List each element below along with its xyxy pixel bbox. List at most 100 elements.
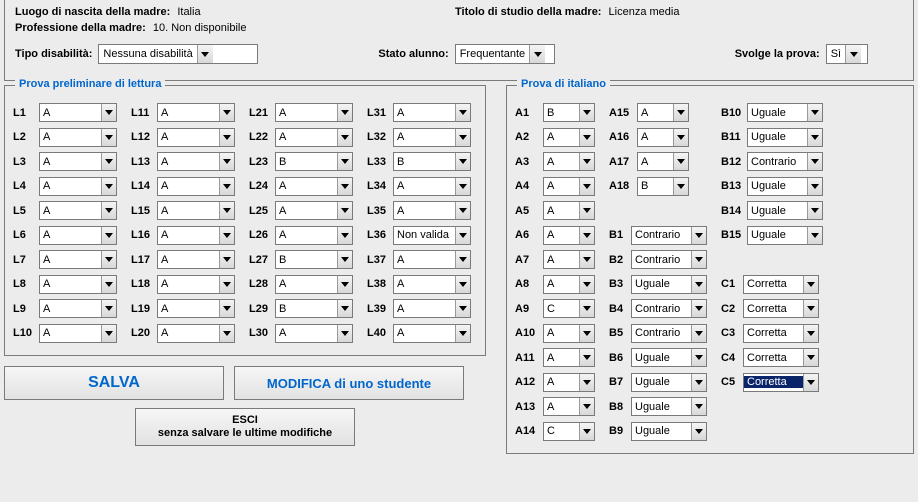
answer-select[interactable]: A: [543, 348, 595, 367]
answer-select[interactable]: A: [39, 226, 117, 245]
answer-select[interactable]: Uguale: [747, 103, 823, 122]
answer-select[interactable]: A: [637, 152, 689, 171]
answer-select[interactable]: A: [543, 275, 595, 294]
answer-label: L24: [249, 180, 275, 192]
chevron-down-icon: [691, 227, 706, 244]
answer-select[interactable]: A: [543, 324, 595, 343]
answer-select[interactable]: A: [543, 177, 595, 196]
answer-select[interactable]: Corretta: [743, 348, 819, 367]
answer-select[interactable]: Uguale: [631, 397, 707, 416]
answer-select[interactable]: A: [543, 128, 595, 147]
answer-select[interactable]: A: [39, 250, 117, 269]
answer-select[interactable]: A: [393, 275, 471, 294]
answer-select[interactable]: A: [39, 299, 117, 318]
answer-select[interactable]: Contrario: [747, 152, 823, 171]
answer-select[interactable]: A: [393, 103, 471, 122]
answer-select[interactable]: Contrario: [631, 250, 707, 269]
answer-select[interactable]: A: [157, 250, 235, 269]
answer-select[interactable]: Uguale: [747, 226, 823, 245]
answer-select[interactable]: A: [157, 177, 235, 196]
answer-select[interactable]: A: [39, 128, 117, 147]
answer-label: L23: [249, 156, 275, 168]
answer-select[interactable]: Corretta: [743, 373, 819, 392]
answer-cell: A7A: [515, 249, 595, 270]
answer-select[interactable]: A: [157, 275, 235, 294]
answer-select[interactable]: B: [275, 299, 353, 318]
answer-select[interactable]: A: [157, 201, 235, 220]
answer-select[interactable]: A: [157, 152, 235, 171]
answer-select[interactable]: B: [275, 250, 353, 269]
answer-select[interactable]: Uguale: [631, 348, 707, 367]
answer-select[interactable]: A: [39, 275, 117, 294]
answer-select[interactable]: A: [543, 397, 595, 416]
answer-label: L38: [367, 278, 393, 290]
answer-select[interactable]: A: [157, 103, 235, 122]
chevron-down-icon: [219, 300, 234, 317]
test-select[interactable]: Sì: [826, 44, 868, 64]
save-button[interactable]: SALVA: [4, 366, 224, 400]
answer-select[interactable]: Contrario: [631, 299, 707, 318]
answer-select[interactable]: B: [637, 177, 689, 196]
answer-select[interactable]: A: [543, 226, 595, 245]
chevron-down-icon: [807, 202, 822, 219]
answer-select[interactable]: A: [637, 128, 689, 147]
answer-select[interactable]: Uguale: [747, 128, 823, 147]
answer-select[interactable]: Uguale: [631, 422, 707, 441]
answer-select[interactable]: Corretta: [743, 299, 819, 318]
status-select[interactable]: Frequentante: [455, 44, 555, 64]
answer-select[interactable]: A: [393, 201, 471, 220]
answer-select[interactable]: Uguale: [631, 373, 707, 392]
answer-cell: A17A: [609, 151, 707, 172]
answer-select[interactable]: A: [543, 250, 595, 269]
modify-button[interactable]: MODIFICA di uno studente: [234, 366, 464, 400]
answer-select[interactable]: A: [39, 324, 117, 343]
disability-select[interactable]: Nessuna disabilità: [98, 44, 258, 64]
answer-select[interactable]: B: [393, 152, 471, 171]
answer-select[interactable]: A: [393, 324, 471, 343]
answer-select[interactable]: A: [157, 226, 235, 245]
answer-label: L35: [367, 205, 393, 217]
answer-select[interactable]: A: [393, 177, 471, 196]
answer-cell: L38A: [367, 274, 471, 295]
answer-select[interactable]: A: [637, 103, 689, 122]
answer-select[interactable]: A: [275, 226, 353, 245]
answer-select[interactable]: A: [157, 128, 235, 147]
answer-select[interactable]: Contrario: [631, 324, 707, 343]
answer-select[interactable]: A: [393, 128, 471, 147]
answer-select[interactable]: A: [393, 299, 471, 318]
answer-select[interactable]: A: [157, 324, 235, 343]
answer-select[interactable]: A: [543, 373, 595, 392]
answer-select[interactable]: Uguale: [747, 177, 823, 196]
answer-select[interactable]: A: [393, 250, 471, 269]
answer-select[interactable]: C: [543, 422, 595, 441]
chevron-down-icon: [101, 153, 116, 170]
answer-select[interactable]: A: [543, 201, 595, 220]
answer-select[interactable]: A: [275, 177, 353, 196]
answer-label: L6: [13, 229, 39, 241]
exit-button[interactable]: ESCI senza salvare le ultime modifiche: [135, 408, 355, 446]
answer-select[interactable]: Non valida: [393, 226, 471, 245]
answer-cell: A14C: [515, 421, 595, 442]
answer-select[interactable]: Corretta: [743, 324, 819, 343]
answer-select[interactable]: A: [39, 103, 117, 122]
answer-select[interactable]: A: [157, 299, 235, 318]
chevron-down-icon: [807, 178, 822, 195]
answer-select[interactable]: B: [543, 103, 595, 122]
answer-select[interactable]: Corretta: [743, 275, 819, 294]
answer-select[interactable]: A: [543, 152, 595, 171]
answer-select[interactable]: Uguale: [631, 275, 707, 294]
answer-select[interactable]: A: [275, 275, 353, 294]
answer-select[interactable]: Uguale: [747, 201, 823, 220]
chevron-down-icon: [803, 325, 818, 342]
answer-select[interactable]: A: [275, 201, 353, 220]
answer-select[interactable]: A: [39, 152, 117, 171]
answer-cell: B5Contrario: [609, 323, 707, 344]
answer-select[interactable]: A: [275, 103, 353, 122]
answer-select[interactable]: A: [275, 324, 353, 343]
answer-select[interactable]: B: [275, 152, 353, 171]
answer-select[interactable]: C: [543, 299, 595, 318]
answer-select[interactable]: A: [275, 128, 353, 147]
answer-select[interactable]: A: [39, 201, 117, 220]
answer-select[interactable]: A: [39, 177, 117, 196]
answer-select[interactable]: Contrario: [631, 226, 707, 245]
